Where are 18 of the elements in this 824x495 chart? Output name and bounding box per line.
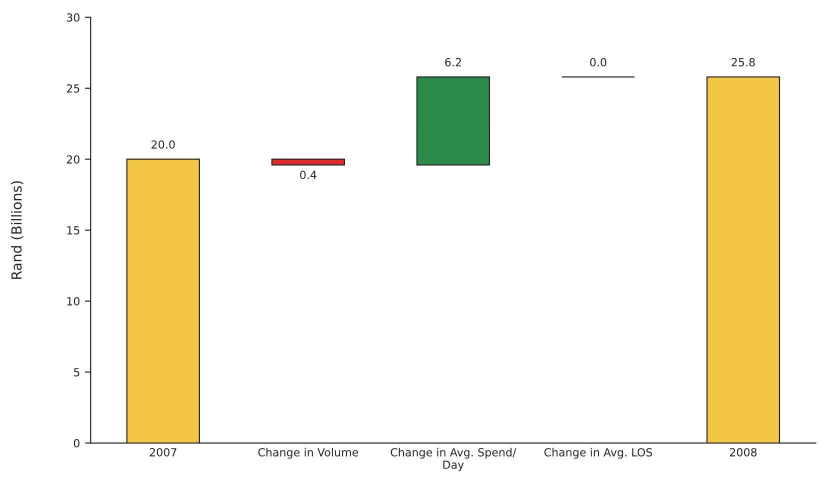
x-tick-label: Change in Avg. Spend/ Day bbox=[390, 448, 516, 472]
data-label: 0.0 bbox=[590, 58, 606, 66]
x-tick-label: Change in Volume bbox=[258, 448, 358, 459]
y-tick-label: 30 bbox=[66, 13, 80, 22]
data-label: 6.2 bbox=[445, 58, 461, 66]
y-tick-label: 5 bbox=[74, 368, 80, 376]
x-tick-label: Change in Avg. LOS bbox=[544, 448, 652, 459]
y-axis-title: Rand (Billions) bbox=[10, 181, 24, 279]
y-tick-label: 25 bbox=[66, 84, 80, 93]
y-tick-label: 15 bbox=[67, 226, 80, 235]
x-tick-label: 2007 bbox=[150, 448, 176, 456]
y-tick-label: 10 bbox=[67, 297, 80, 306]
data-label: 20.0 bbox=[152, 140, 175, 149]
data-label: 0.4 bbox=[300, 170, 316, 180]
x-tick-label: 2008 bbox=[730, 448, 757, 456]
data-label: 25.8 bbox=[732, 58, 755, 66]
y-tick-label: 20 bbox=[66, 155, 80, 164]
y-tick-label: 0 bbox=[74, 439, 80, 448]
